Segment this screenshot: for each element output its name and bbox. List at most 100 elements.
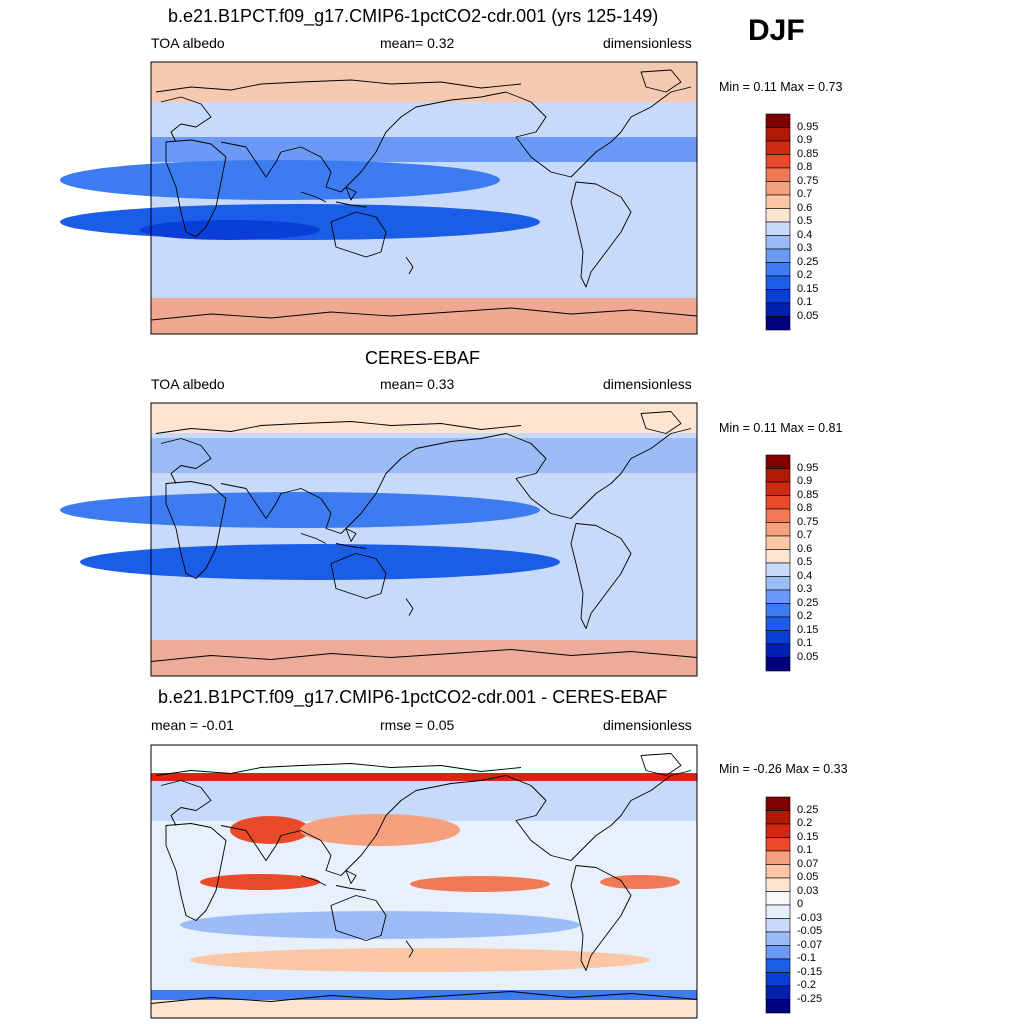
colorbar-tick-label: -0.25 [797, 992, 823, 1005]
panel2-map [60, 402, 698, 677]
panel2-mean-label: mean= 0.33 [380, 376, 455, 392]
colorbar-tick-label: 0.1 [797, 637, 813, 649]
panel2-field-label: TOA albedo [151, 376, 225, 392]
colorbar-swatch [765, 248, 791, 263]
colorbar-tick-label: -0.05 [797, 925, 823, 937]
colorbar-swatch [765, 221, 791, 236]
colorbar-tick-label: 0 [797, 898, 804, 910]
colorbar-swatch [765, 850, 791, 865]
colorbar-tick-label: -0.07 [797, 938, 823, 951]
colorbar-tick-label: 0.4 [797, 228, 813, 241]
colorbar-swatch [765, 837, 791, 852]
colorbar-tick-label: 0.2 [797, 817, 813, 829]
colorbar-swatch [765, 958, 791, 973]
colorbar-tick-label: 0.85 [797, 488, 819, 501]
colorbar-tick-label: 0.05 [797, 309, 819, 322]
colorbar-swatch [765, 985, 791, 1000]
colorbar-swatch [765, 918, 791, 933]
colorbar-tick-label: 0.2 [797, 610, 813, 622]
colorbar-swatch [765, 127, 791, 142]
panel1-map [60, 61, 698, 335]
colorbar-swatch [765, 235, 791, 250]
panel3-title: b.e21.B1PCT.f09_g17.CMIP6-1pctCO2-cdr.00… [158, 687, 668, 707]
panel1-minmax: Min = 0.11 Max = 0.73 [719, 80, 843, 94]
colorbar-swatch [765, 945, 791, 960]
colorbar-tick-label: 0.1 [797, 844, 813, 856]
colorbar-swatch [765, 275, 791, 290]
colorbar-swatch [765, 522, 791, 537]
colorbar-tick-label: 0.25 [797, 803, 819, 816]
colorbar-swatch [765, 810, 791, 825]
colorbar-tick-label: 0.2 [797, 269, 813, 281]
colorbar-tick-label: 0.4 [797, 569, 813, 582]
colorbar-tick-label: 0.7 [797, 529, 813, 541]
colorbar-swatch [765, 931, 791, 946]
colorbar-tick-label: 0.3 [797, 242, 813, 254]
colorbar-swatch [765, 302, 791, 317]
colorbar-swatch [765, 864, 791, 879]
colorbar-swatch [765, 208, 791, 223]
colorbar-swatch [765, 891, 791, 906]
colorbar-swatch [765, 796, 791, 811]
panel3-rmse-label: rmse = 0.05 [380, 717, 455, 733]
colorbar-tick-label: -0.15 [797, 965, 823, 978]
panel2-title: CERES-EBAF [365, 348, 481, 368]
colorbar-tick-label: 0.15 [797, 282, 819, 295]
colorbar-swatch [765, 535, 791, 550]
colorbar-tick-label: 0.5 [797, 556, 813, 568]
colorbar-swatch [765, 643, 791, 658]
colorbar-tick-label: 0.6 [797, 201, 813, 214]
colorbar-swatch [765, 140, 791, 155]
colorbar-tick-label: 0.8 [797, 161, 813, 173]
colorbar-tick-label: 0.07 [797, 857, 819, 870]
colorbar-swatch [765, 972, 791, 987]
colorbar-swatch [765, 481, 791, 496]
colorbar-swatch [765, 562, 791, 577]
colorbar-swatch [765, 576, 791, 591]
colorbar-tick-label: 0.8 [797, 502, 813, 514]
colorbar-tick-label: -0.1 [797, 952, 816, 964]
colorbar-tick-label: 0.9 [797, 475, 813, 487]
colorbar-tick-label: 0.25 [797, 596, 819, 609]
colorbar-tick-label: 0.25 [797, 255, 819, 268]
colorbar-swatch [765, 468, 791, 483]
panel2-colorbar [765, 454, 791, 672]
panel2-minmax: Min = 0.11 Max = 0.81 [719, 421, 843, 435]
colorbar-tick-label: 0.75 [797, 515, 819, 528]
season-label: DJF [748, 14, 805, 47]
colorbar-tick-label: 0.15 [797, 830, 819, 843]
colorbar-swatch [765, 549, 791, 564]
colorbar-swatch [765, 316, 791, 331]
colorbar-swatch [765, 167, 791, 182]
panel2-units-label: dimensionless [603, 376, 692, 392]
colorbar-tick-label: 0.95 [797, 461, 819, 474]
panel3-mean-label: mean = -0.01 [151, 717, 234, 733]
panel3-map [150, 744, 698, 1019]
colorbar-tick-label: 0.05 [797, 650, 819, 663]
colorbar-swatch [765, 904, 791, 919]
colorbar-tick-label: 0.15 [797, 623, 819, 636]
colorbar-tick-label: 0.9 [797, 134, 813, 146]
colorbar-swatch [765, 194, 791, 209]
colorbar-swatch [765, 823, 791, 838]
colorbar-tick-label: 0.05 [797, 871, 819, 883]
colorbar-tick-label: 0.3 [797, 583, 813, 595]
colorbar-swatch [765, 495, 791, 510]
panel1-units-label: dimensionless [603, 35, 692, 51]
colorbar-tick-label: 0.6 [797, 542, 813, 555]
panel3-minmax: Min = -0.26 Max = 0.33 [719, 762, 848, 776]
colorbar-swatch [765, 262, 791, 277]
colorbar-tick-label: 0.85 [797, 147, 819, 160]
colorbar-swatch [765, 113, 791, 128]
colorbar-tick-label: 0.95 [797, 120, 819, 133]
colorbar-swatch [765, 454, 791, 469]
panel3-units-label: dimensionless [603, 717, 692, 733]
colorbar-tick-label: 0.1 [797, 296, 813, 308]
panel3-colorbar [765, 796, 791, 1014]
colorbar-swatch [765, 630, 791, 645]
colorbar-swatch [765, 181, 791, 196]
colorbar-tick-label: 0.7 [797, 188, 813, 200]
panel1-title: b.e21.B1PCT.f09_g17.CMIP6-1pctCO2-cdr.00… [168, 6, 659, 26]
colorbar-swatch [765, 589, 791, 604]
